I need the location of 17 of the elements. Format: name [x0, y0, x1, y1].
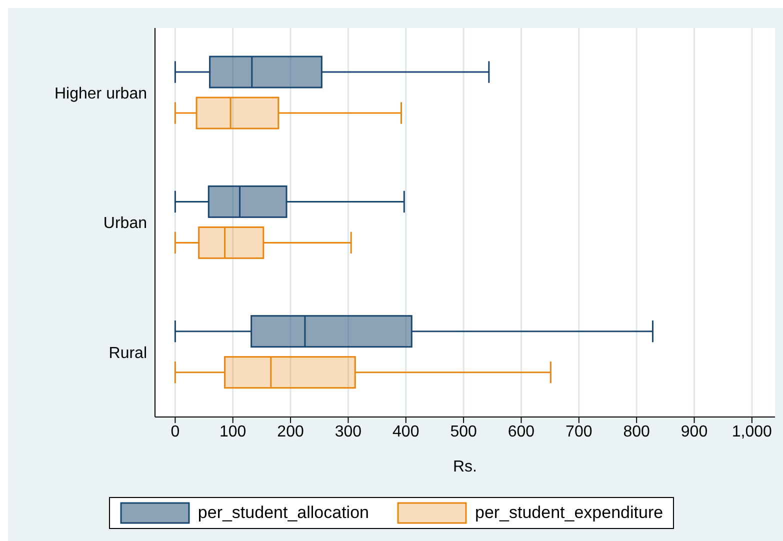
x-tick-label: 800	[623, 423, 650, 440]
y-tick-label: Higher urban	[54, 86, 147, 103]
y-tick-label: Rural	[108, 344, 147, 362]
y-tick-label: Urban	[103, 215, 147, 232]
x-tick-label: 600	[508, 423, 535, 440]
x-tick-label: 900	[680, 423, 708, 440]
legend-label: per_student_allocation	[196, 502, 369, 524]
x-tick-label: 400	[392, 423, 420, 440]
x-tick-label: 300	[334, 423, 362, 440]
x-tick-label: 1,000	[732, 423, 772, 440]
x-axis-title: Rs.	[453, 458, 477, 476]
x-tick-label: 500	[450, 423, 478, 440]
x-tick-label: 200	[277, 423, 304, 440]
x-tick-label: 700	[566, 423, 592, 440]
x-tick-label: 100	[220, 423, 246, 440]
x-tick-label: 0	[170, 423, 180, 440]
legend-label: per_student_expenditure	[474, 502, 664, 524]
